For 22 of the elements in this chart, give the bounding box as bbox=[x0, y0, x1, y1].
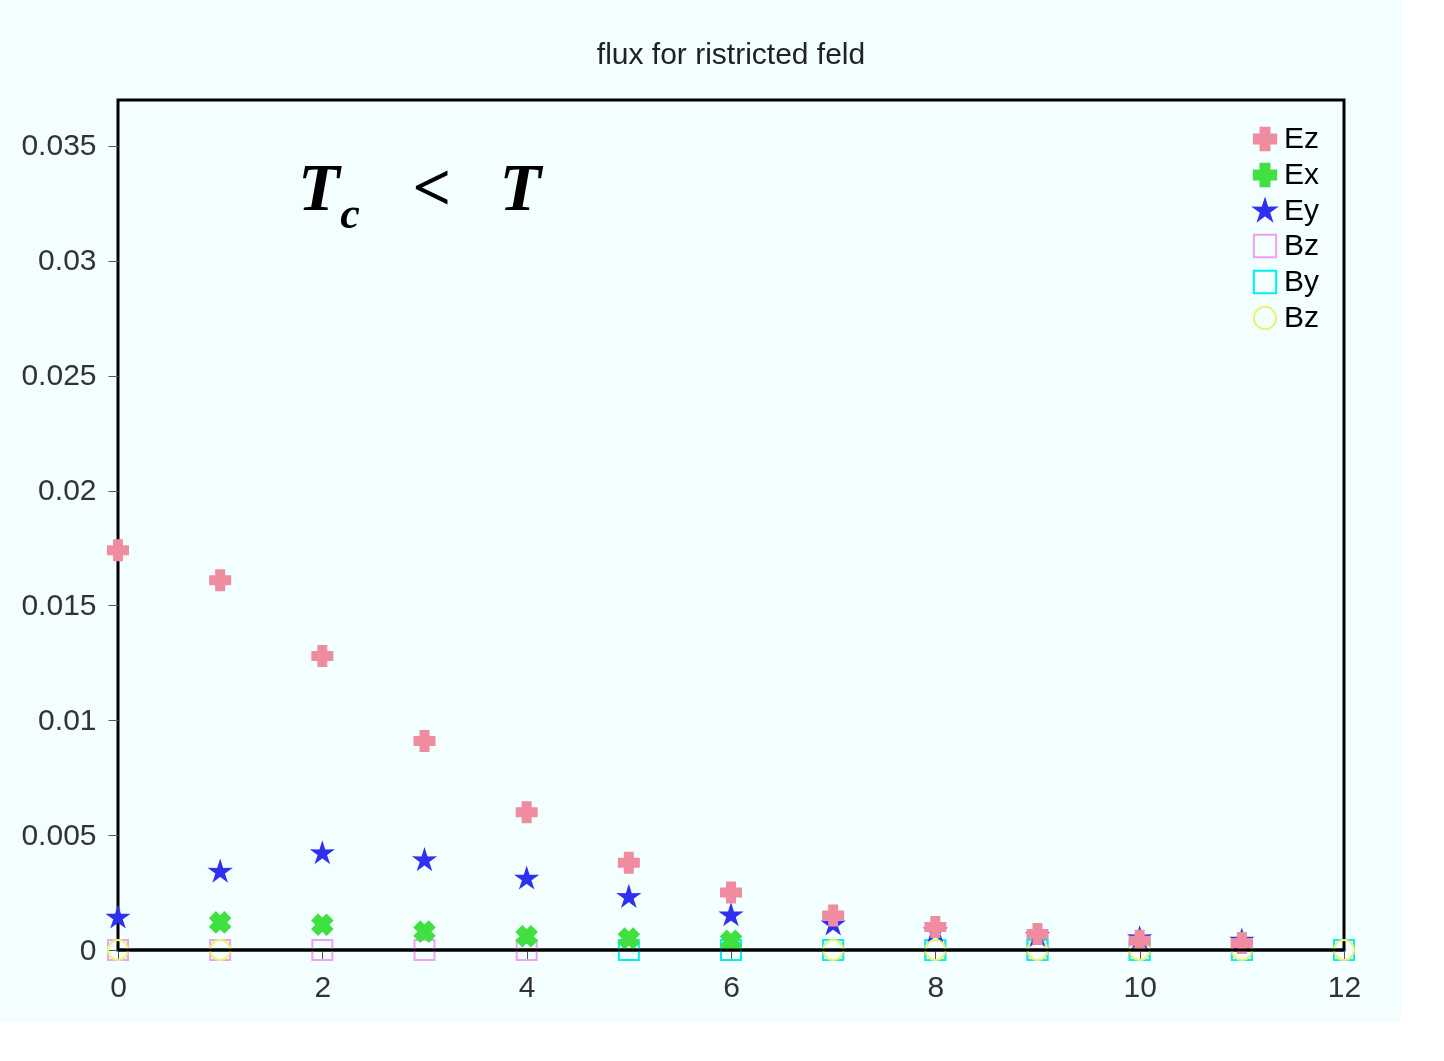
x-tick-label: 0 bbox=[110, 969, 127, 1003]
legend-label: Ey bbox=[1284, 193, 1320, 226]
y-tick-label: 0 bbox=[79, 932, 97, 966]
legend-label: By bbox=[1284, 264, 1320, 297]
legend-label: Bz bbox=[1284, 228, 1320, 261]
legend-label: Bz bbox=[1284, 300, 1320, 333]
y-tick-label: 0.025 bbox=[21, 358, 97, 392]
y-tick-label: 0.015 bbox=[21, 587, 97, 621]
y-tick-label: 0.02 bbox=[38, 473, 97, 507]
y-tick-label: 0.035 bbox=[21, 128, 97, 162]
chart-title: flux for ristricted feld bbox=[596, 37, 866, 70]
x-tick-label: 6 bbox=[723, 969, 740, 1003]
x-tick-label: 8 bbox=[927, 969, 945, 1003]
legend-label: Ex bbox=[1284, 157, 1320, 190]
y-tick-label: 0.005 bbox=[21, 817, 97, 851]
y-tick-label: 0.01 bbox=[38, 702, 97, 736]
x-tick-label: 10 bbox=[1123, 969, 1157, 1003]
y-tick-label: 0.03 bbox=[38, 243, 97, 277]
x-tick-label: 4 bbox=[518, 969, 536, 1003]
x-tick-label: 12 bbox=[1327, 969, 1362, 1003]
x-tick-label: 2 bbox=[314, 969, 332, 1003]
legend-label: Ez bbox=[1284, 121, 1320, 154]
